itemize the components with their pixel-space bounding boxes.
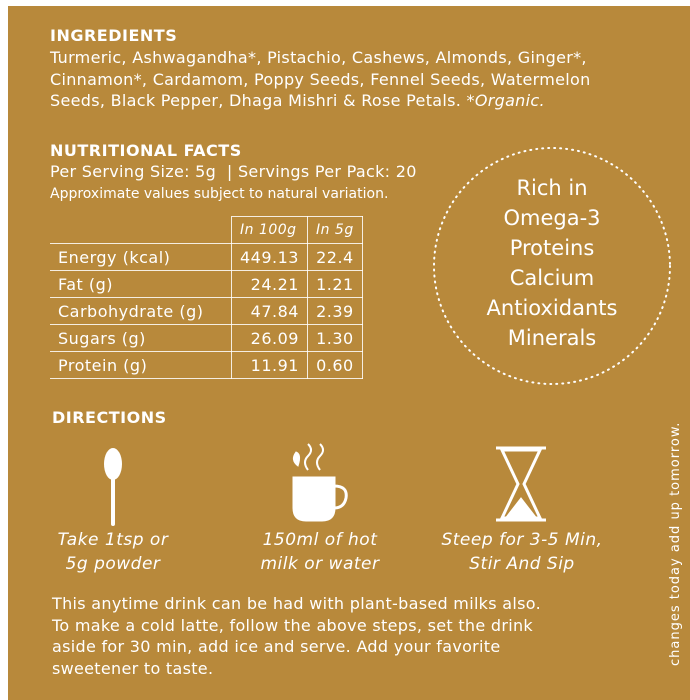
badge-line: Proteins <box>509 236 595 260</box>
value-cell: 22.4 <box>306 243 363 271</box>
badge-line: Antioxidants <box>486 296 618 320</box>
serving-info: Per Serving Size: 5g | Servings Per Pack… <box>50 162 417 181</box>
column-header: In 5g <box>306 216 363 244</box>
badge-circle <box>433 147 671 385</box>
value-cell: 11.91 <box>231 351 308 379</box>
value-cell: 26.09 <box>231 324 308 352</box>
badge-line: Omega-3 <box>503 206 601 230</box>
directions-heading: DIRECTIONS <box>52 408 167 427</box>
spoon-icon <box>104 448 122 526</box>
hourglass-icon <box>496 446 546 522</box>
footer-text: This anytime drink can be had with plant… <box>52 593 541 679</box>
step-caption: Take 1tsp or 5g powder <box>13 528 213 576</box>
value-cell: 24.21 <box>231 270 308 298</box>
badge-line: Rich in <box>516 176 588 200</box>
footer-line: To make a cold latte, follow the above s… <box>52 615 533 635</box>
nutrient-name: Carbohydrate (g) <box>50 297 232 325</box>
step-line: Take 1tsp or <box>57 530 169 550</box>
footer-line: This anytime drink can be had with plant… <box>52 594 541 613</box>
side-slogan: changes today add up tomorrow. <box>668 421 683 666</box>
table-row: Protein (g) 11.91 0.60 <box>50 351 363 379</box>
footer-line: aside for 30 min, add ice and serve. Add… <box>52 637 501 656</box>
column-header: In 100g <box>231 216 308 244</box>
ingredients-line: Seeds, Black Pepper, Dhaga Mishri & Rose… <box>50 90 591 112</box>
nutrition-table: In 100g In 5g Energy (kcal) 449.13 22.4 Fat (… <box>50 216 363 379</box>
nutrient-name: Fat (g) <box>50 270 232 298</box>
nutrient-name: Energy (kcal) <box>50 243 232 271</box>
step-line: Steep for 3-5 Min, <box>441 530 603 550</box>
nutrition-heading: NUTRITIONAL FACTS <box>50 141 242 160</box>
nutrient-name: Sugars (g) <box>50 324 232 352</box>
table-header-row: In 100g In 5g <box>50 216 363 244</box>
header-cell <box>50 216 232 244</box>
label-panel: INGREDIENTS Turmeric, Ashwagandha*, Pist… <box>8 6 690 700</box>
value-cell: 1.21 <box>306 270 363 298</box>
badge-text: Rich in Omega-3 Proteins Calcium Antioxidant… <box>452 173 652 353</box>
table-row: Carbohydrate (g) 47.84 2.39 <box>50 297 363 325</box>
direction-icons <box>104 443 546 526</box>
value-cell: 1.30 <box>306 324 363 352</box>
value-cell: 0.60 <box>306 351 363 379</box>
step-caption: 150ml of hot milk or water <box>220 528 420 576</box>
table-row: Fat (g) 24.21 1.21 <box>50 270 363 298</box>
dotted-border <box>433 147 671 385</box>
value-cell: 2.39 <box>306 297 363 325</box>
step-line: Stir And Sip <box>469 554 575 574</box>
badge-line: Calcium <box>509 266 595 290</box>
nutrient-name: Protein (g) <box>50 351 232 379</box>
step-line: milk or water <box>260 554 380 574</box>
ingredients-line: Cinnamon*, Cardamom, Poppy Seeds, Fennel… <box>50 69 591 89</box>
footer-line: sweetener to taste. <box>52 658 214 678</box>
step-caption: Steep for 3-5 Min, Stir And Sip <box>422 528 622 576</box>
step-line: 150ml of hot <box>262 530 378 550</box>
step-line: 5g powder <box>65 554 161 574</box>
nutrition-note: Approximate values subject to natural va… <box>50 186 389 202</box>
ingredients-heading: INGREDIENTS <box>50 26 178 45</box>
table-row: Sugars (g) 26.09 1.30 <box>50 324 363 352</box>
organic-note: *Organic. <box>466 91 545 110</box>
ingredients-text: Turmeric, Ashwagandha*, Pistachio, Cashe… <box>50 47 591 112</box>
cup-icon <box>292 443 348 522</box>
value-cell: 47.84 <box>231 297 308 325</box>
ingredients-line: Turmeric, Ashwagandha*, Pistachio, Cashe… <box>50 48 587 67</box>
ingredients-line: Seeds, Black Pepper, Dhaga Mishri & Rose… <box>50 91 462 110</box>
table-row: Energy (kcal) 449.13 22.4 <box>50 243 363 271</box>
value-cell: 449.13 <box>231 243 308 271</box>
badge-line: Minerals <box>507 326 597 350</box>
